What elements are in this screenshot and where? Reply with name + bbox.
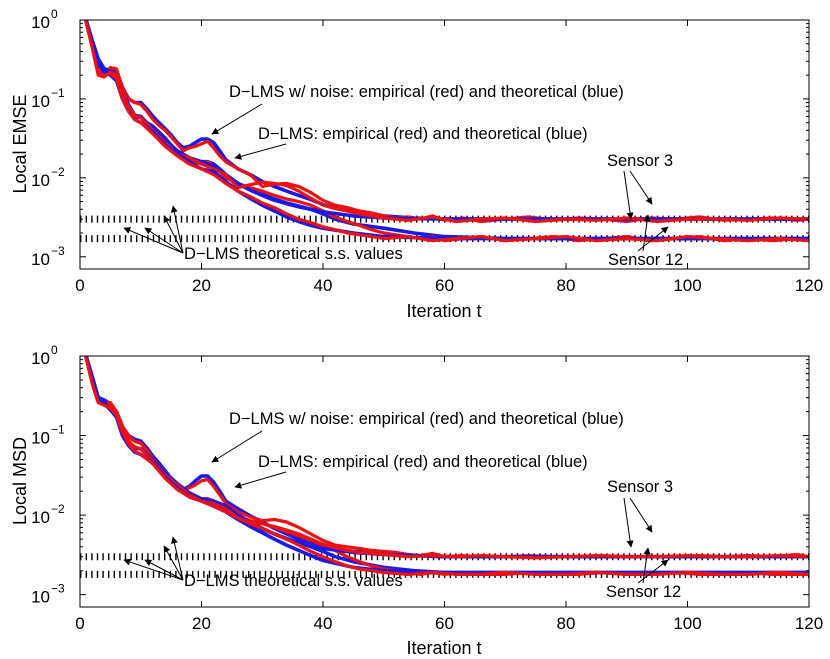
y-tick-exponent: −3 bbox=[51, 244, 65, 258]
series-bottom bbox=[84, 356, 809, 577]
y-tick-exponent: −3 bbox=[51, 582, 65, 596]
arrow-dlms-top bbox=[234, 143, 287, 160]
empirical-series-7 bbox=[84, 20, 809, 243]
arrow-ss-d-bottom bbox=[171, 536, 184, 581]
arrow-ss-b-top bbox=[144, 227, 184, 254]
arrow-ss-a-top bbox=[123, 227, 184, 254]
empirical-series-1 bbox=[84, 20, 809, 224]
label-sensor12-bottom: Sensor 12 bbox=[606, 583, 681, 601]
y-tick-exponent: −2 bbox=[51, 165, 65, 179]
y-tick-label: 10 bbox=[31, 429, 50, 448]
label-sensor12-top: Sensor 12 bbox=[608, 251, 683, 269]
x-tick-label: 60 bbox=[435, 614, 454, 633]
x-tick-label: 120 bbox=[795, 276, 823, 295]
empirical-series-5 bbox=[84, 20, 809, 224]
label-ss-top: D−LMS theoretical s.s. values bbox=[184, 245, 403, 263]
y-tick-label: 10 bbox=[31, 349, 50, 368]
y-tick-exponent: −1 bbox=[51, 423, 65, 437]
label-sensor3-top: Sensor 3 bbox=[607, 152, 673, 170]
label-ss-bottom: D−LMS theoretical s.s. values bbox=[184, 572, 403, 590]
annotation-dlms-bottom: D−LMS: empirical (red) and theoretical (… bbox=[258, 453, 588, 471]
y-tick-exponent: 0 bbox=[51, 7, 58, 21]
arrow-ss-b-bottom bbox=[144, 559, 184, 581]
arrow-sensor3a-top bbox=[629, 170, 653, 205]
empirical-series-7 bbox=[84, 356, 809, 577]
x-tick-label: 20 bbox=[192, 614, 211, 633]
x-tick-label: 40 bbox=[314, 276, 333, 295]
annotation-noise-bottom: D−LMS w/ noise: empirical (red) and theo… bbox=[229, 410, 624, 428]
x-tick-label: 120 bbox=[795, 614, 823, 633]
annotation-dlms-top: D−LMS: empirical (red) and theoretical (… bbox=[258, 125, 588, 143]
y-tick-label: 10 bbox=[31, 13, 50, 32]
theoretical-series-4 bbox=[84, 20, 809, 221]
y-tick-exponent: −1 bbox=[51, 86, 65, 100]
ylabel-top: Local EMSE bbox=[10, 94, 30, 193]
arrow-sensor12b-top bbox=[642, 214, 651, 252]
x-tick-label: 60 bbox=[435, 276, 454, 295]
y-tick-label: 10 bbox=[31, 171, 50, 190]
theoretical-series-0 bbox=[84, 20, 809, 221]
y-tick-label: 10 bbox=[31, 508, 50, 527]
ylabel-bottom: Local MSD bbox=[10, 437, 30, 525]
arrow-sensor12a-top bbox=[637, 226, 669, 252]
y-tick-exponent: −2 bbox=[51, 502, 65, 516]
arrow-sensor12a-bottom bbox=[637, 559, 669, 584]
label-sensor3-bottom: Sensor 3 bbox=[607, 478, 673, 496]
x-tick-label: 40 bbox=[314, 614, 333, 633]
arrow-noise-bottom bbox=[211, 430, 263, 463]
arrow-sensor3b-top bbox=[623, 170, 634, 220]
arrow-ss-d-top bbox=[170, 205, 184, 254]
arrow-ss-c-top bbox=[163, 215, 184, 254]
y-tick-label: 10 bbox=[31, 588, 50, 607]
annotation-noise-top: D−LMS w/ noise: empirical (red) and theo… bbox=[229, 83, 624, 101]
arrow-sensor12b-bottom bbox=[642, 547, 651, 584]
x-tick-label: 100 bbox=[673, 276, 701, 295]
arrow-ss-c-bottom bbox=[163, 545, 184, 581]
x-tick-label: 80 bbox=[557, 614, 576, 633]
xlabel-bottom: Iteration t bbox=[406, 638, 481, 658]
arrow-dlms-bottom bbox=[234, 471, 287, 489]
x-tick-label: 100 bbox=[673, 614, 701, 633]
x-tick-label: 80 bbox=[557, 276, 576, 295]
empirical-series-5 bbox=[84, 356, 809, 560]
x-tick-label: 0 bbox=[75, 614, 84, 633]
plot-frame-bottom bbox=[79, 355, 810, 608]
x-tick-label: 20 bbox=[192, 276, 211, 295]
y-tick-label: 10 bbox=[31, 250, 50, 269]
y-tick-exponent: 0 bbox=[51, 343, 58, 357]
arrow-sensor3a-bottom bbox=[629, 497, 653, 533]
xlabel-top: Iteration t bbox=[406, 301, 481, 321]
arrow-ss-a-bottom bbox=[123, 558, 184, 581]
arrow-noise-top bbox=[211, 103, 263, 135]
arrow-sensor3b-bottom bbox=[623, 497, 634, 548]
y-tick-label: 10 bbox=[31, 92, 50, 111]
x-tick-label: 0 bbox=[75, 276, 84, 295]
series-top bbox=[84, 20, 809, 243]
